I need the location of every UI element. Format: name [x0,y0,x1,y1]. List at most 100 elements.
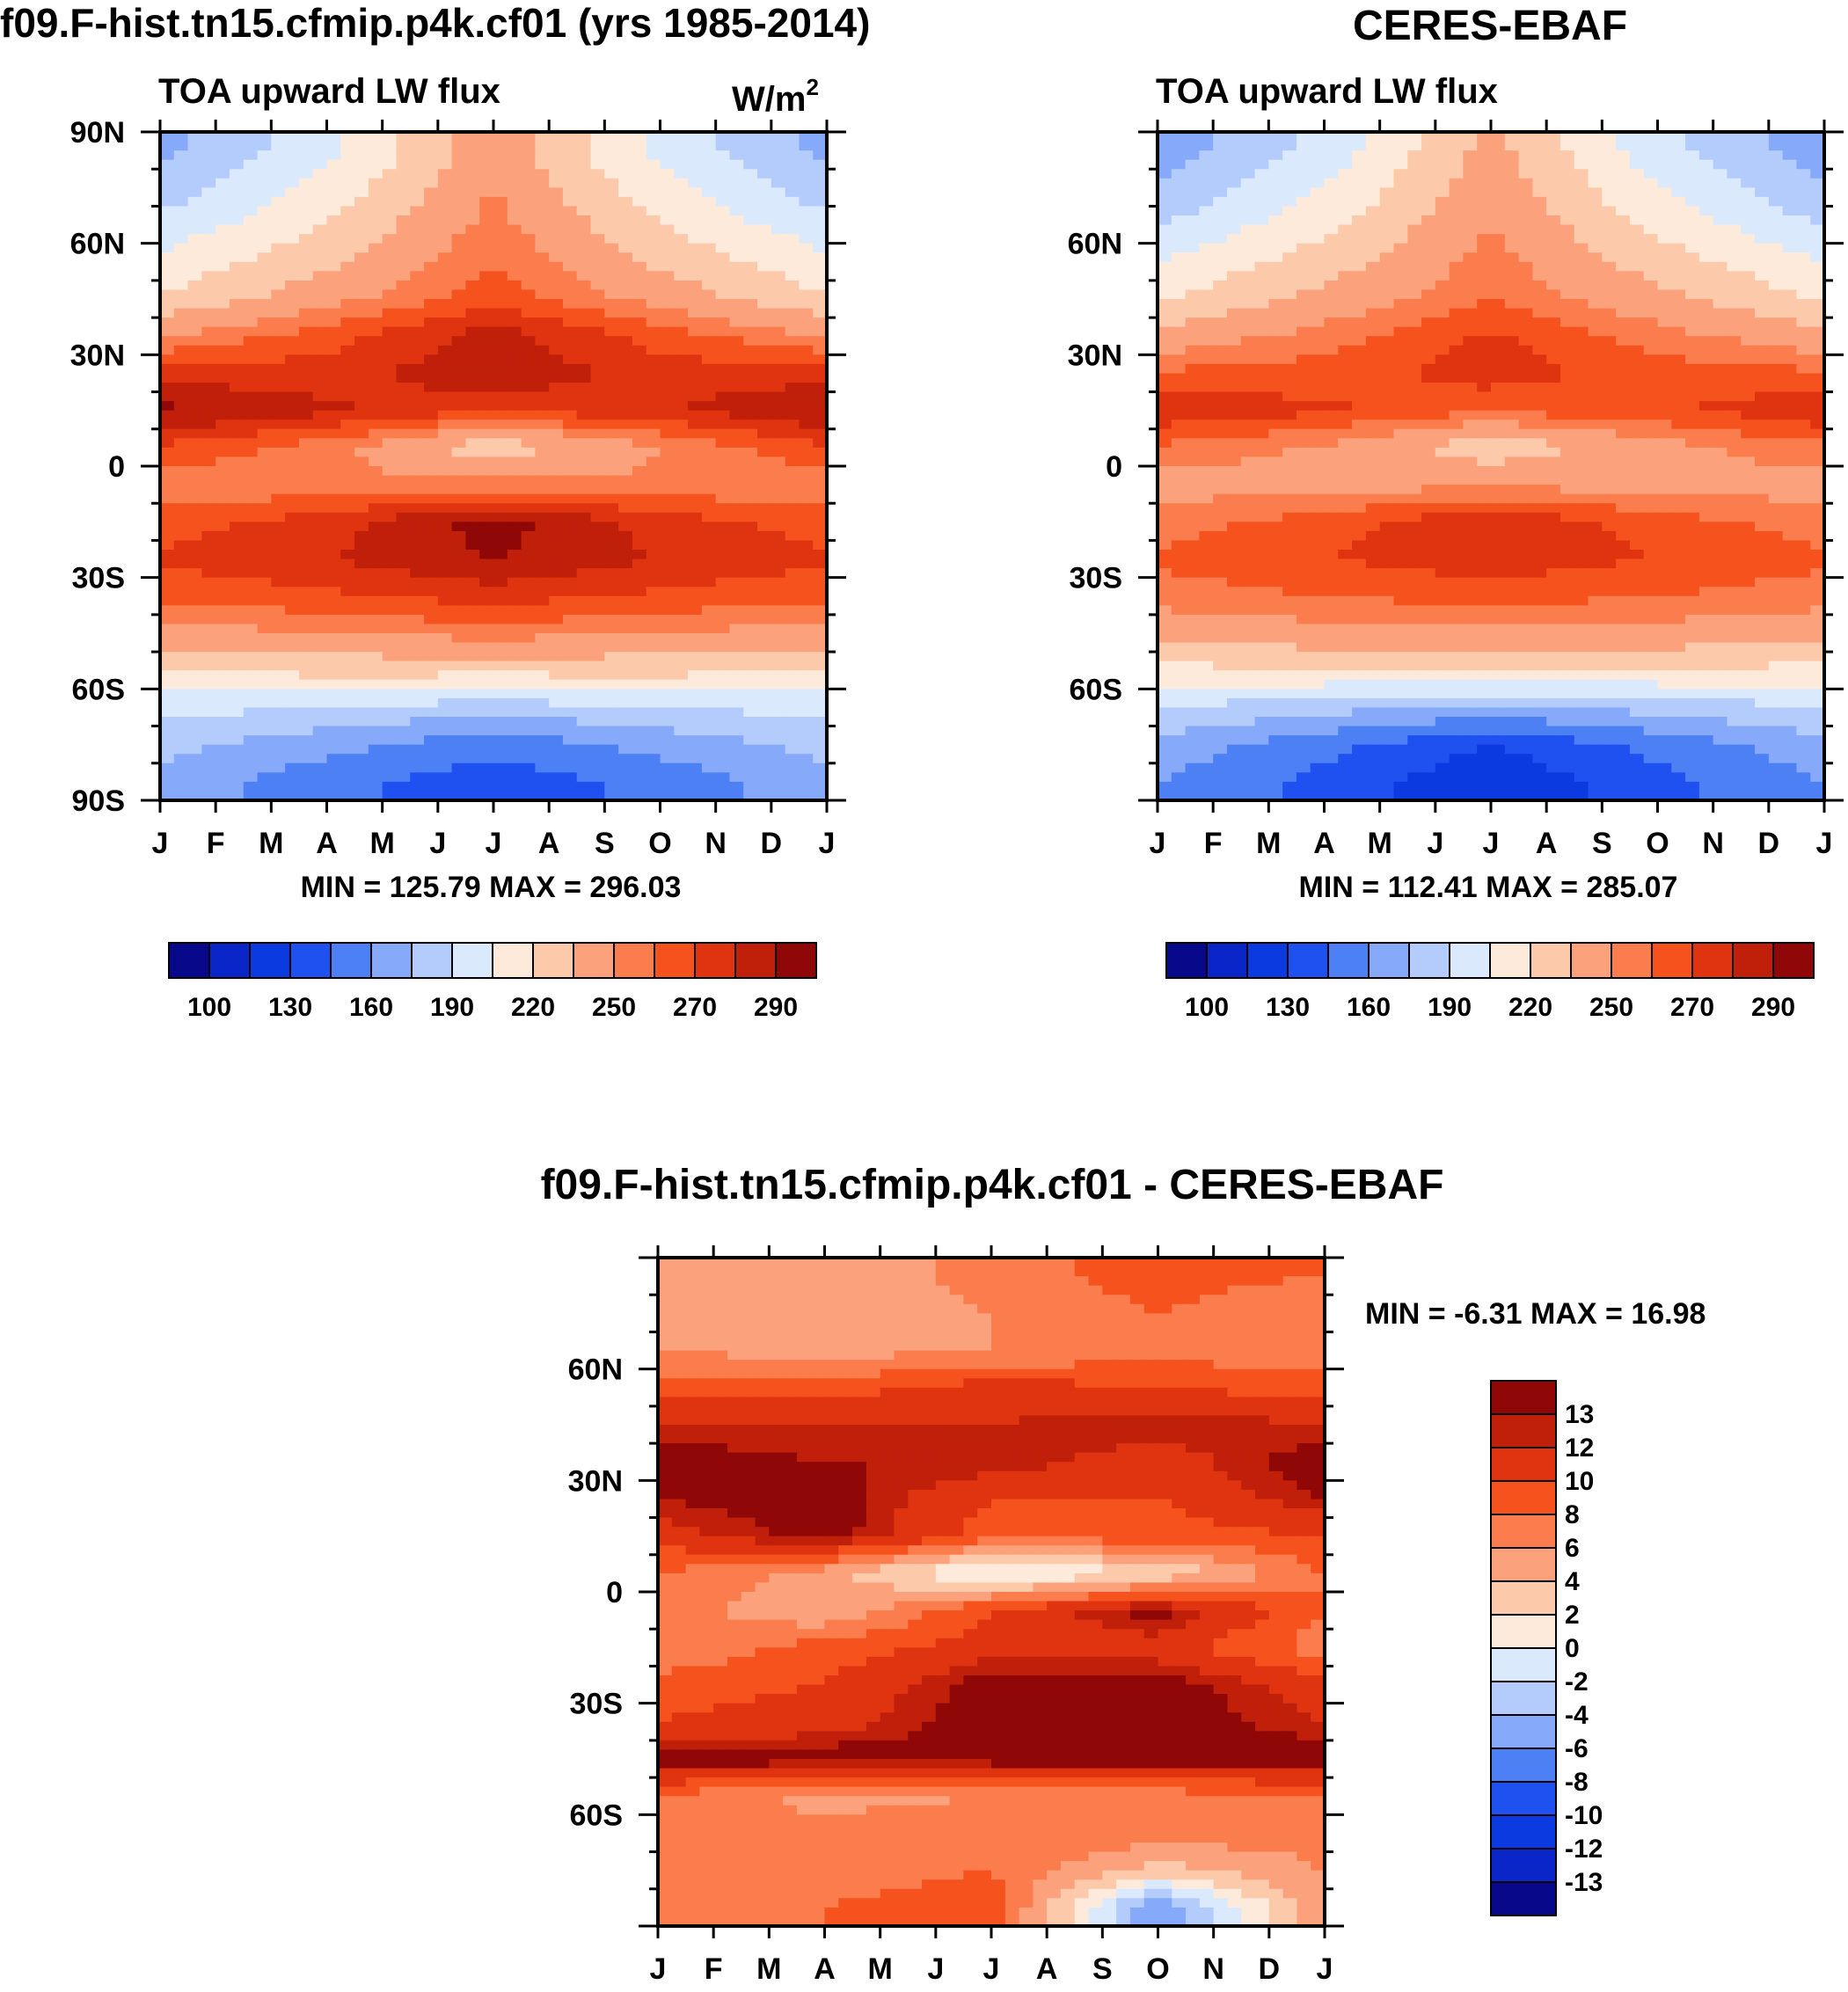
heatmap-cell [729,187,744,198]
heatmap-cell [1657,308,1672,318]
heatmap-cell [187,326,202,337]
heatmap-cell [243,475,259,485]
heatmap-cell [173,558,189,569]
heatmap-cell [1213,383,1228,393]
heatmap-cell [1254,271,1269,281]
heatmap-cell [715,206,731,216]
heatmap-cell [1226,234,1242,244]
heatmap-cell [771,159,786,170]
heatmap-cell [757,410,772,420]
heatmap-cell [340,679,355,690]
heatmap-cell [660,345,675,355]
heatmap-cell [243,605,259,616]
heatmap-cell [1657,159,1672,170]
heatmap-cell [160,187,175,198]
heatmap-cell [479,577,494,587]
heatmap-cell [1352,169,1367,179]
heatmap-cell [1393,224,1408,235]
heatmap-cell [493,605,508,616]
heatmap-cell [604,187,619,198]
heatmap-cell [229,707,245,718]
heatmap-cell [1296,169,1311,179]
heatmap-cell [1782,271,1798,281]
heatmap-cell [674,781,689,792]
heatmap-cell [1226,252,1242,263]
heatmap-cell [646,652,661,662]
heatmap-cell [813,568,828,579]
heatmap-cell [1352,326,1367,337]
heatmap-cell [1741,280,1756,291]
heatmap-cell [382,587,398,597]
heatmap-cell [688,271,703,281]
heatmap-cell [757,679,772,690]
heatmap-cell [1240,363,1256,375]
heatmap-cell [549,261,564,272]
heatmap-cell [674,420,689,430]
heatmap-cell [535,781,550,792]
heatmap-cell [799,224,814,235]
heatmap-cell [618,317,633,328]
heatmap-cell [1407,271,1422,281]
heatmap-cell [493,159,508,170]
heatmap-cell [271,401,286,412]
heatmap-cell [618,670,633,681]
heatmap-cell [1463,383,1478,393]
heatmap-cell [688,336,703,347]
heatmap-cell [229,568,245,579]
heatmap-cell [535,363,550,375]
heatmap-cell [312,587,328,597]
heatmap-cell [229,781,245,792]
heatmap-cell [271,522,286,532]
heatmap-cell [521,299,536,310]
heatmap-cell [1741,224,1756,235]
heatmap-cell [743,493,758,504]
heatmap-cell [743,503,758,514]
heatmap-cell [813,196,828,208]
heatmap-cell [160,624,175,634]
heatmap-cell [562,466,578,477]
heatmap-cell [340,697,355,709]
heatmap-cell [1768,289,1784,300]
heatmap-cell [1518,132,1533,142]
heatmap-cell [757,354,772,365]
heatmap-cell [354,447,369,458]
heatmap-cell [243,587,259,597]
heatmap-cell [298,754,314,764]
heatmap-cell [646,234,661,244]
heatmap-cell [410,261,425,272]
heatmap-cell [1810,196,1825,208]
heatmap-cell [1407,224,1422,235]
heatmap-cell [660,456,675,467]
heatmap-cell [1657,391,1672,402]
heatmap-cell [160,317,175,328]
heatmap-cell [604,754,619,764]
heatmap-cell [1518,308,1533,318]
heatmap-cell [215,550,230,560]
heatmap-cell [368,763,383,773]
heatmap-cell [1310,243,1326,253]
heatmap-cell [729,383,744,393]
heatmap-cell [257,326,272,337]
heatmap-cell [674,763,689,773]
heatmap-cell [590,169,605,179]
heatmap-cell [1282,317,1297,328]
heatmap-cell [382,410,398,420]
heatmap-cell [813,299,828,310]
heatmap-cell [1254,132,1269,142]
heatmap-cell [1477,187,1492,198]
heatmap-cell [743,428,758,439]
heatmap-cell [507,689,522,699]
heatmap-cell [424,503,439,514]
heatmap-cell [424,336,439,347]
heatmap-cell [368,336,383,347]
heatmap-cell [521,178,536,188]
heatmap-cell [396,550,411,560]
heatmap-cell [1796,187,1811,198]
heatmap-cell [1768,224,1784,235]
heatmap-cell [243,744,259,755]
heatmap-cell [410,401,425,412]
heatmap-cell [1602,271,1617,281]
heatmap-cell [618,530,633,542]
heatmap-cell [549,326,564,337]
